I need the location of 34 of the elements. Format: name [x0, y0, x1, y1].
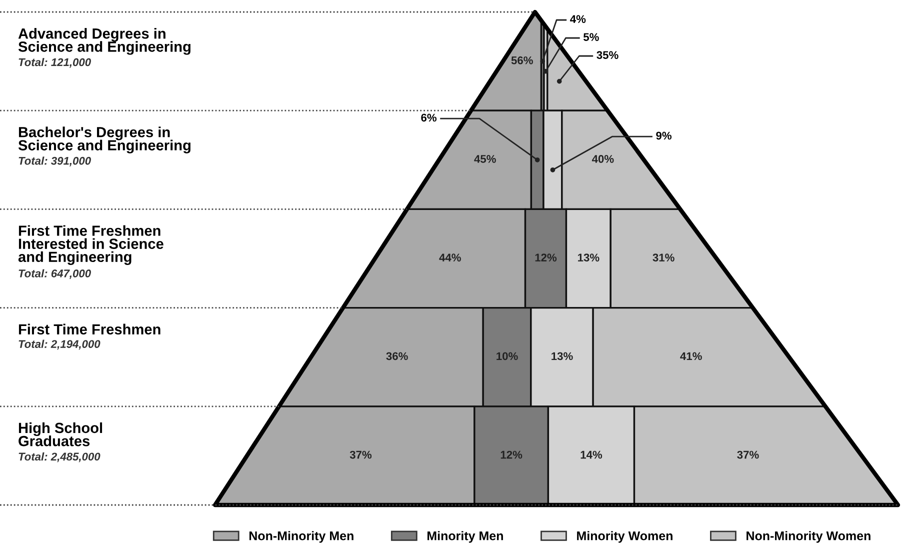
data-label: 12%	[500, 450, 522, 459]
text: Total: 2,485,000	[18, 452, 100, 462]
data-label: 14%	[580, 450, 602, 459]
data-label: 45%	[474, 155, 496, 163]
data-label: 41%	[680, 352, 702, 360]
data-label: 4%	[570, 15, 586, 23]
legend-label: Non-Minority Women	[746, 531, 870, 543]
legend-label: Non-Minority Men	[249, 531, 354, 543]
data-label: 5%	[583, 33, 599, 41]
category-label: First Time Freshmen	[18, 324, 160, 335]
data-label: 37%	[350, 450, 372, 459]
data-label: 40%	[592, 155, 614, 163]
data-label: 13%	[552, 352, 573, 360]
text: Total: 2,194,000	[18, 340, 100, 350]
data-label: 6%	[421, 114, 437, 122]
text: Total: 391,000	[18, 156, 91, 166]
data-label: 44%	[439, 254, 461, 262]
category-label: High School Graduates	[18, 422, 102, 446]
data-label: 31%	[652, 254, 674, 262]
text: Total: 647,000	[18, 269, 91, 279]
category-label: Advanced Degrees in Science and Engineering	[18, 28, 190, 55]
category-label: First Time Freshmen Interested in Science and Engineering	[18, 225, 164, 265]
data-label: 10%	[496, 352, 518, 360]
data-label: 12%	[535, 254, 557, 262]
data-label: 13%	[578, 254, 600, 262]
data-label: 56%	[511, 56, 533, 64]
data-label: 9%	[656, 132, 672, 140]
category-label: Bachelor's Degrees in Science and Engineering	[18, 126, 190, 154]
legend-label: Minority Women	[577, 531, 672, 543]
data-label: 37%	[737, 450, 759, 459]
data-label: 35%	[596, 51, 618, 59]
text: Total: 121,000	[18, 58, 91, 68]
legend-label: Minority Men	[427, 531, 503, 543]
data-label: 36%	[386, 352, 408, 360]
